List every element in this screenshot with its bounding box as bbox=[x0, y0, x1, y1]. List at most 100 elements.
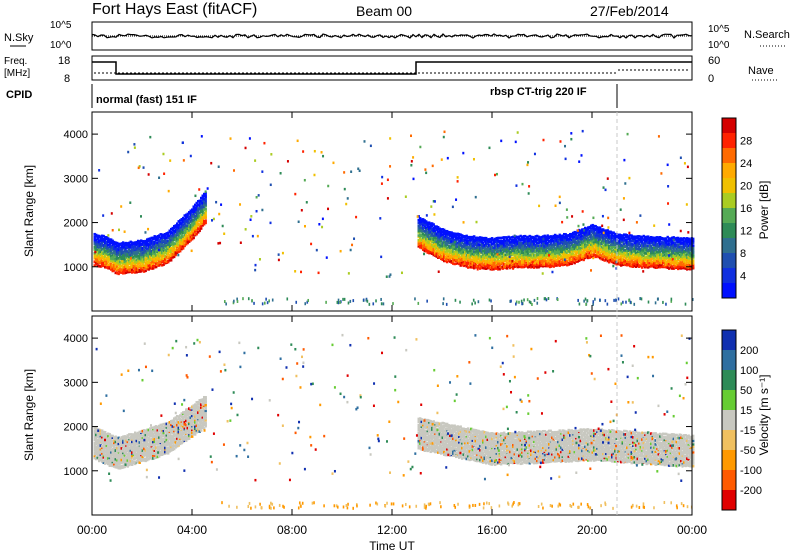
noise-speck bbox=[307, 299, 309, 302]
noise-speck bbox=[478, 300, 480, 303]
echo-speck bbox=[658, 135, 660, 138]
echo-speck bbox=[111, 212, 113, 215]
noise-speck bbox=[272, 299, 274, 302]
freq-strip: Freq. [MHz] 18 8 60 0 Nave bbox=[4, 55, 778, 85]
echo-speck bbox=[401, 272, 403, 275]
echo-speck bbox=[455, 198, 457, 201]
echo-speck bbox=[270, 184, 272, 187]
echo-speck bbox=[450, 240, 452, 243]
noise-speck bbox=[557, 298, 559, 301]
echo-speck bbox=[210, 162, 212, 165]
echo-speck bbox=[434, 200, 436, 203]
noise-speck bbox=[233, 300, 235, 303]
echo-speck bbox=[424, 168, 426, 171]
noise-speck bbox=[443, 297, 445, 300]
echo-speck bbox=[249, 137, 251, 140]
echo-speck bbox=[653, 247, 655, 250]
echo-speck bbox=[570, 132, 572, 135]
noise-speck bbox=[546, 298, 548, 301]
noise-speck bbox=[548, 297, 550, 300]
echo-speck bbox=[118, 229, 120, 232]
echo-speck bbox=[592, 257, 594, 260]
echo-speck bbox=[124, 230, 126, 233]
echo-speck bbox=[287, 160, 289, 163]
echo-speck bbox=[496, 173, 498, 176]
noise-speck bbox=[372, 302, 374, 305]
noise-speck bbox=[375, 299, 377, 302]
echo-speck bbox=[313, 174, 315, 177]
echo-speck bbox=[370, 145, 372, 148]
echo-speck bbox=[542, 139, 544, 142]
echo-speck bbox=[380, 256, 382, 259]
cpid-label: CPID bbox=[6, 89, 32, 101]
echo-speck bbox=[182, 141, 184, 144]
noise-speck bbox=[381, 302, 383, 305]
echo-speck bbox=[245, 228, 247, 231]
echo-speck bbox=[211, 219, 213, 222]
noise-speck bbox=[267, 301, 269, 304]
nsky-trace bbox=[92, 34, 692, 38]
echo-speck bbox=[417, 215, 419, 218]
noise-speck bbox=[515, 303, 517, 306]
echo-speck bbox=[551, 271, 553, 274]
echo-speck bbox=[650, 255, 652, 258]
echo-speck bbox=[102, 214, 104, 217]
echo-speck bbox=[673, 239, 675, 242]
echo-speck bbox=[412, 178, 414, 181]
noise-speck bbox=[426, 300, 428, 303]
echo-speck bbox=[672, 258, 674, 261]
echo-speck bbox=[147, 228, 149, 231]
power-ylabel: Slant Range [km] bbox=[22, 165, 36, 257]
echo-speck bbox=[494, 174, 496, 177]
echo-speck bbox=[306, 201, 308, 204]
echo-speck bbox=[565, 158, 567, 161]
noise-speck bbox=[605, 299, 607, 302]
echo-speck bbox=[511, 260, 513, 263]
echo-speck bbox=[438, 270, 440, 273]
echo-speck bbox=[350, 170, 352, 173]
noise-speck bbox=[490, 299, 492, 302]
noise-speck bbox=[352, 299, 354, 302]
echo-speck bbox=[542, 238, 544, 241]
noise-speck bbox=[607, 303, 609, 306]
echo-speck bbox=[612, 265, 614, 268]
echo-speck bbox=[255, 264, 257, 267]
echo-speck bbox=[250, 219, 252, 222]
echo-speck bbox=[517, 131, 519, 134]
noise-speck bbox=[594, 298, 596, 301]
noise-speck bbox=[618, 297, 620, 300]
echo-speck bbox=[566, 208, 568, 211]
echo-speck bbox=[526, 164, 528, 167]
echo-cell bbox=[205, 200, 207, 203]
noise-speck bbox=[536, 302, 538, 305]
echo-speck bbox=[582, 223, 584, 226]
echo-speck bbox=[592, 217, 594, 220]
echo-speck bbox=[304, 179, 306, 182]
noise-speck bbox=[442, 302, 444, 305]
noise-speck bbox=[585, 298, 587, 301]
echo-speck bbox=[205, 190, 207, 193]
echo-speck bbox=[344, 188, 346, 191]
echo-speck bbox=[667, 164, 669, 167]
noise-speck bbox=[544, 297, 546, 300]
noise-speck bbox=[662, 301, 664, 304]
echo-speck bbox=[340, 250, 342, 253]
echo-speck bbox=[527, 161, 529, 164]
echo-speck bbox=[201, 135, 203, 138]
noise-speck bbox=[655, 301, 657, 304]
echo-speck bbox=[607, 177, 609, 180]
freq-frame bbox=[92, 56, 692, 80]
noise-speck bbox=[510, 300, 512, 303]
noise-speck bbox=[474, 301, 476, 304]
echo-speck bbox=[318, 223, 320, 226]
echo-speck bbox=[514, 235, 516, 238]
echo-speck bbox=[240, 241, 242, 244]
echo-speck bbox=[112, 229, 114, 232]
station-title: Fort Hays East (fitACF) bbox=[92, 1, 257, 18]
noise-speck bbox=[579, 303, 581, 306]
noise-speck bbox=[518, 301, 520, 304]
noise-speck bbox=[587, 299, 589, 302]
echo-speck bbox=[250, 215, 252, 218]
echo-speck bbox=[512, 267, 514, 270]
